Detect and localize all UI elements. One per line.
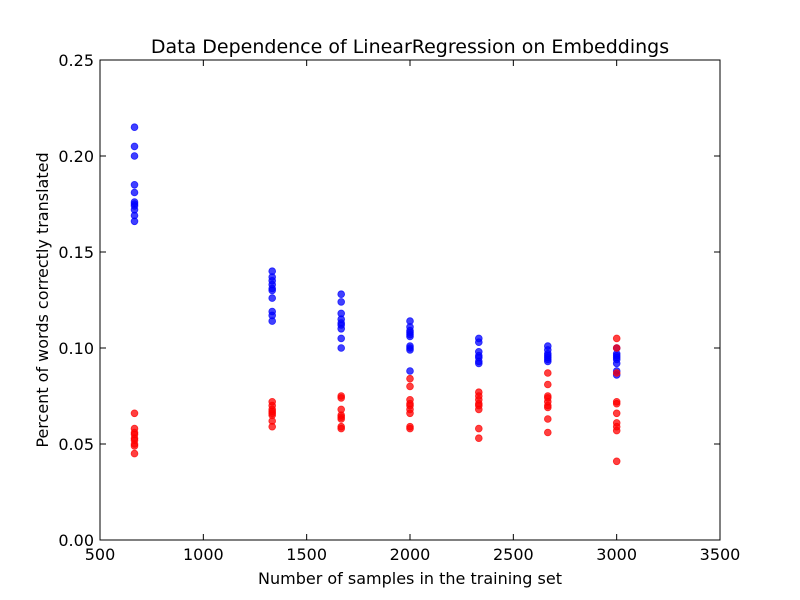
data-point [612,457,621,466]
data-point [406,332,414,341]
y-tick-label: 0.15 [58,243,94,262]
data-point [130,123,139,131]
x-axis: 500 1000 1500 2000 2500 3000 3500 [85,60,741,564]
x-tick-label: 1500 [286,545,327,564]
data-point [474,405,483,414]
data-point [337,298,346,306]
y-tick-label: 0.10 [58,339,94,358]
data-point [130,188,139,197]
data-point [406,374,414,383]
data-point [337,394,346,402]
x-tick-label: 3500 [700,545,741,564]
data-point [612,369,621,377]
data-point [130,409,139,418]
data-point [130,442,139,450]
data-point [337,424,346,433]
y-axis: 0.00 0.05 0.10 0.15 0.20 0.25 [58,51,720,550]
data-point [130,200,139,208]
x-tick-label: 3000 [596,545,637,564]
data-point [268,317,277,325]
data-point [130,181,139,189]
data-point [337,324,346,333]
data-point [130,217,139,226]
x-axis-label: Number of samples in the training set [258,569,562,588]
data-point [612,359,621,368]
data-point [612,399,621,408]
y-axis-label: Percent of words correctly translated [33,152,52,447]
chart-title: Data Dependence of LinearRegression on E… [151,36,669,58]
data-point [406,367,414,375]
y-tick-label: 0.05 [58,435,94,454]
data-points [130,123,621,466]
plot-frame [99,59,721,541]
data-point [474,434,483,443]
data-point [268,422,277,431]
data-point [406,382,414,391]
data-point [612,334,621,343]
x-tick-label: 2500 [493,545,534,564]
data-point [268,294,277,302]
data-point [543,415,552,423]
data-point [130,449,139,458]
data-point [543,403,552,412]
data-point [612,426,621,435]
x-tick-label: 2000 [390,545,431,564]
data-point [268,286,277,295]
y-tick-label: 0.20 [58,147,94,166]
data-point [543,369,552,377]
data-point [130,142,139,151]
data-point [543,380,552,389]
data-point [543,357,552,366]
data-point [337,344,346,352]
data-point [474,338,483,347]
data-point [337,290,346,299]
data-point [406,346,414,354]
data-point [612,409,621,418]
data-point [474,359,483,368]
x-tick-label: 500 [85,545,116,564]
data-point [337,415,346,423]
data-point [612,344,621,352]
data-point [474,424,483,433]
data-point [337,334,346,343]
data-point [406,409,414,418]
x-tick-label: 1000 [183,545,224,564]
data-point [543,428,552,437]
data-point [406,424,414,433]
y-tick-label: 0.00 [58,531,94,550]
y-tick-label: 0.25 [58,51,94,70]
data-point [130,152,139,160]
